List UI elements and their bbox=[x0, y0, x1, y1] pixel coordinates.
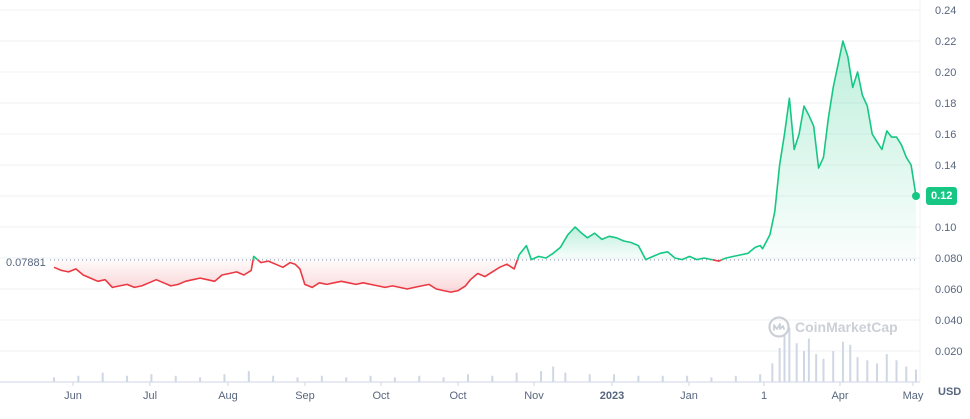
x-tick-label: Jan bbox=[680, 390, 698, 402]
volume-bar bbox=[393, 377, 396, 382]
volume-bar bbox=[174, 375, 177, 382]
volume-bar bbox=[126, 375, 129, 382]
volume-bar bbox=[272, 375, 275, 382]
volume-bar bbox=[734, 375, 737, 382]
volume-bar bbox=[296, 377, 299, 382]
y-tick-label: 0.16 bbox=[935, 129, 956, 141]
volume-bar bbox=[876, 363, 879, 382]
y-axis-ticks: 0.0200.0400.0600.0800.100.120.140.160.18… bbox=[935, 5, 963, 358]
volume-bar bbox=[710, 377, 713, 382]
volume-bar bbox=[783, 335, 786, 382]
volume-bar bbox=[564, 372, 567, 382]
volume-bar bbox=[778, 347, 781, 382]
volume-bar bbox=[771, 363, 774, 382]
x-tick-label: Oct bbox=[449, 390, 466, 402]
volume-bar bbox=[491, 375, 494, 382]
y-tick-label: 0.22 bbox=[935, 36, 956, 48]
volume-bar bbox=[822, 358, 825, 382]
volume-bar bbox=[345, 377, 348, 382]
price-line-up bbox=[252, 255, 259, 261]
price-line-up bbox=[516, 226, 713, 261]
price-line-up bbox=[721, 40, 917, 261]
volume-bar bbox=[849, 344, 852, 382]
volume-bar bbox=[885, 354, 888, 382]
x-axis-ticks: Jun Jul Aug Sep Oct Oct Nov 2023 Jan 1 Apr May bbox=[64, 382, 924, 402]
y-tick-label: 0.24 bbox=[935, 5, 956, 17]
x-tick-label: Oct bbox=[372, 390, 389, 402]
volume-bar bbox=[369, 375, 372, 382]
volume-bar bbox=[856, 357, 859, 382]
volume-bar bbox=[223, 374, 226, 382]
volume-bar bbox=[101, 372, 104, 382]
volume-bar bbox=[150, 374, 153, 382]
volume-bar bbox=[588, 374, 591, 382]
x-tick-label: Nov bbox=[524, 390, 544, 402]
y-tick-label: 0.060 bbox=[935, 284, 963, 296]
area-above-reference bbox=[721, 41, 916, 260]
volume-bar bbox=[466, 374, 469, 382]
price-area-fill bbox=[54, 41, 916, 293]
current-price-marker bbox=[912, 192, 920, 200]
area-below-reference bbox=[54, 259, 254, 288]
y-tick-label: 0.10 bbox=[935, 222, 956, 234]
x-tick-label: May bbox=[903, 390, 924, 402]
volume-bar bbox=[915, 369, 917, 382]
volume-bar bbox=[515, 372, 518, 382]
y-tick-label: 0.14 bbox=[935, 160, 956, 172]
volume-bar bbox=[815, 354, 818, 382]
price-line bbox=[53, 40, 917, 293]
volume-bar bbox=[841, 341, 844, 382]
grid-lines bbox=[0, 0, 921, 383]
volume-bar bbox=[637, 375, 640, 382]
volume-bar bbox=[895, 360, 898, 382]
y-tick-label: 0.040 bbox=[935, 315, 963, 327]
y-tick-label: 0.18 bbox=[935, 98, 956, 110]
volume-bar bbox=[866, 360, 869, 382]
volume-bar bbox=[418, 375, 421, 382]
volume-bar bbox=[613, 374, 616, 382]
volume-bar bbox=[320, 375, 323, 382]
volume-bar bbox=[832, 351, 835, 382]
x-tick-label: Aug bbox=[218, 390, 238, 402]
price-line-down bbox=[257, 259, 519, 293]
price-line-down bbox=[712, 259, 723, 262]
volume-bar bbox=[53, 377, 55, 382]
x-tick-label: 2023 bbox=[600, 390, 624, 402]
volume-bars bbox=[53, 327, 917, 382]
coinmarketcap-logo-icon bbox=[768, 316, 790, 338]
price-line-down bbox=[53, 259, 254, 289]
y-tick-label: 0.080 bbox=[935, 253, 963, 265]
volume-bar bbox=[802, 351, 805, 382]
current-price-dot bbox=[912, 192, 920, 200]
x-tick-label: 1 bbox=[761, 390, 767, 402]
x-tick-label: Jul bbox=[143, 390, 157, 402]
volume-bar bbox=[795, 343, 798, 382]
volume-bar bbox=[788, 327, 791, 382]
volume-bar bbox=[77, 375, 80, 382]
area-above-reference bbox=[517, 227, 713, 260]
x-tick-label: Apr bbox=[831, 390, 848, 402]
currency-label: USD bbox=[938, 386, 962, 398]
volume-bar bbox=[661, 375, 664, 382]
reference-price-label: 0.07881 bbox=[6, 257, 46, 269]
area-below-reference bbox=[257, 259, 518, 293]
volume-bar bbox=[199, 377, 202, 382]
y-tick-label: 0.020 bbox=[935, 346, 963, 358]
volume-bar bbox=[905, 366, 908, 382]
current-price-badge: 0.12 bbox=[926, 187, 958, 205]
volume-bar bbox=[759, 374, 762, 382]
coinmarketcap-watermark: CoinMarketCap bbox=[768, 316, 898, 338]
volume-bar bbox=[552, 366, 555, 382]
watermark-text: CoinMarketCap bbox=[795, 319, 898, 335]
volume-bar bbox=[247, 371, 250, 382]
y-tick-label: 0.20 bbox=[935, 67, 956, 79]
x-tick-label: Sep bbox=[295, 390, 315, 402]
volume-bar bbox=[686, 375, 689, 382]
volume-bar bbox=[807, 338, 810, 382]
volume-bar bbox=[442, 377, 445, 382]
x-tick-label: Jun bbox=[64, 390, 82, 402]
volume-bar bbox=[540, 371, 543, 382]
